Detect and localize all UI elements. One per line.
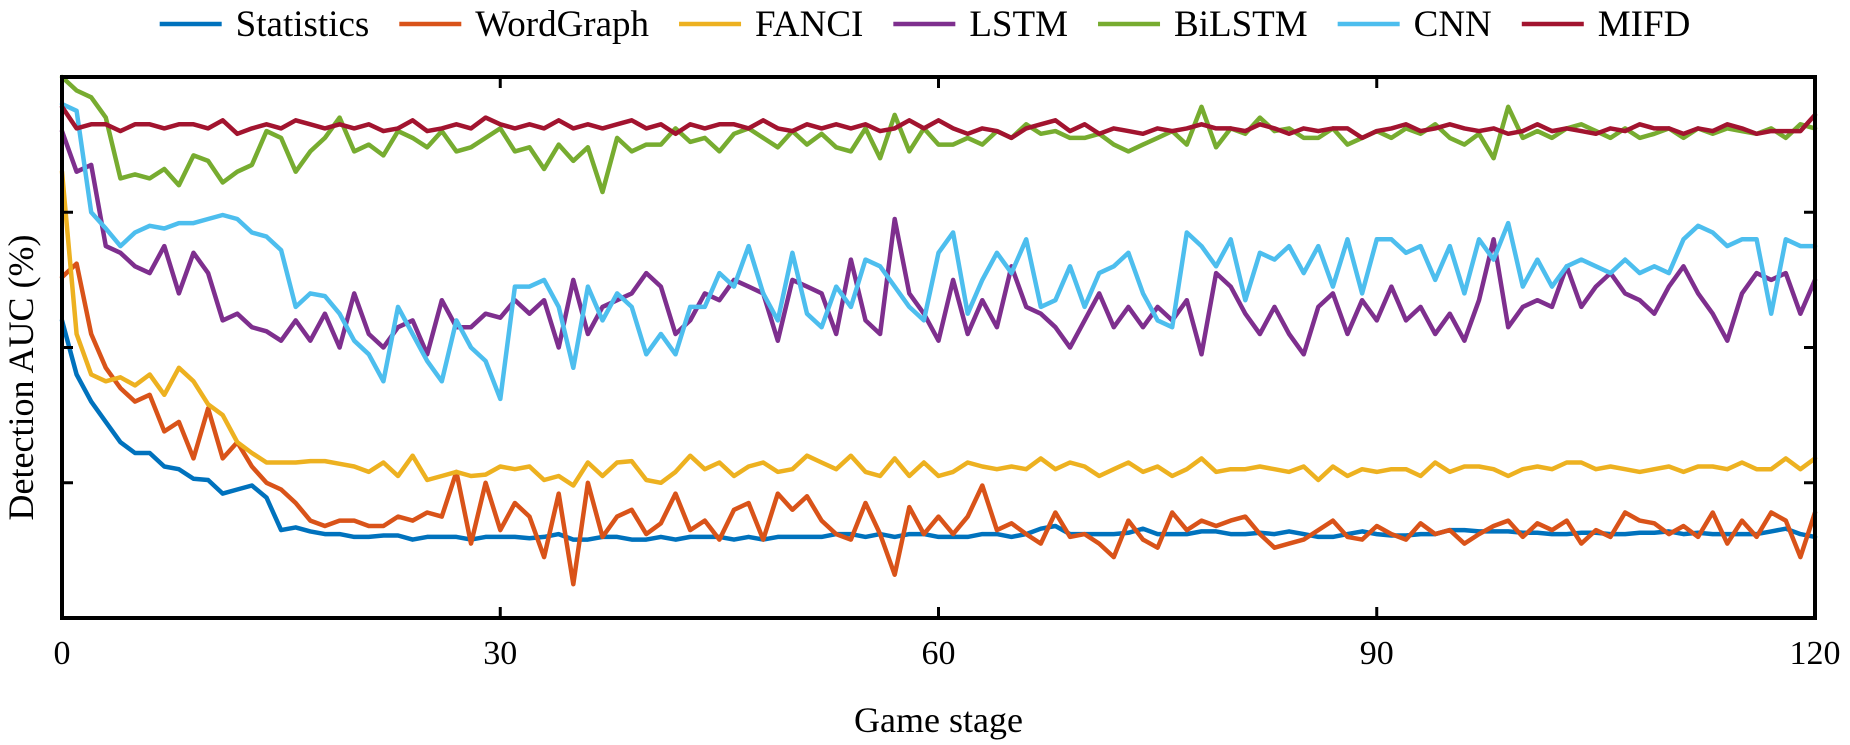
legend: Statistics WordGraph FANCI LSTM BiLSTM CNN MIF…	[159, 4, 1691, 45]
x-tick-label: 0	[54, 635, 71, 672]
legend-label: WordGraph	[475, 4, 649, 45]
axis-ticks: 0 30 60 90 120	[54, 77, 1841, 672]
legend-label: MIFD	[1598, 4, 1691, 45]
x-tick-label: 120	[1790, 635, 1841, 672]
legend-entry-wordgraph: WordGraph	[399, 4, 650, 45]
series-line-statistics	[59, 318, 1818, 542]
legend-label: BiLSTM	[1174, 4, 1308, 45]
series-layer	[59, 74, 1818, 587]
legend-entry-mifd: MIFD	[1521, 4, 1691, 45]
series-line-mifd	[59, 104, 1818, 141]
legend-entry-cnn: CNN	[1337, 4, 1492, 45]
legend-label: LSTM	[969, 4, 1068, 45]
series-line-bilstm	[59, 74, 1818, 195]
series-line-fanci	[59, 169, 1818, 488]
x-tick-label: 30	[483, 635, 517, 672]
legend-label: CNN	[1414, 4, 1492, 45]
x-tick-label: 90	[1360, 635, 1394, 672]
legend-entry-statistics: Statistics	[159, 4, 370, 45]
legend-label: FANCI	[755, 4, 863, 45]
x-tick-label: 60	[922, 635, 956, 672]
series-line-lstm	[59, 128, 1818, 357]
legend-entry-fanci: FANCI	[679, 4, 863, 45]
legend-entry-lstm: LSTM	[893, 4, 1068, 45]
series-line-cnn	[59, 101, 1818, 402]
legend-entry-bilstm: BiLSTM	[1098, 4, 1308, 45]
series-line-wordgraph	[59, 261, 1818, 587]
x-axis-label: Game stage	[854, 700, 1023, 740]
legend-label: Statistics	[236, 4, 370, 45]
y-axis-label: Detection AUC (%)	[1, 235, 41, 521]
